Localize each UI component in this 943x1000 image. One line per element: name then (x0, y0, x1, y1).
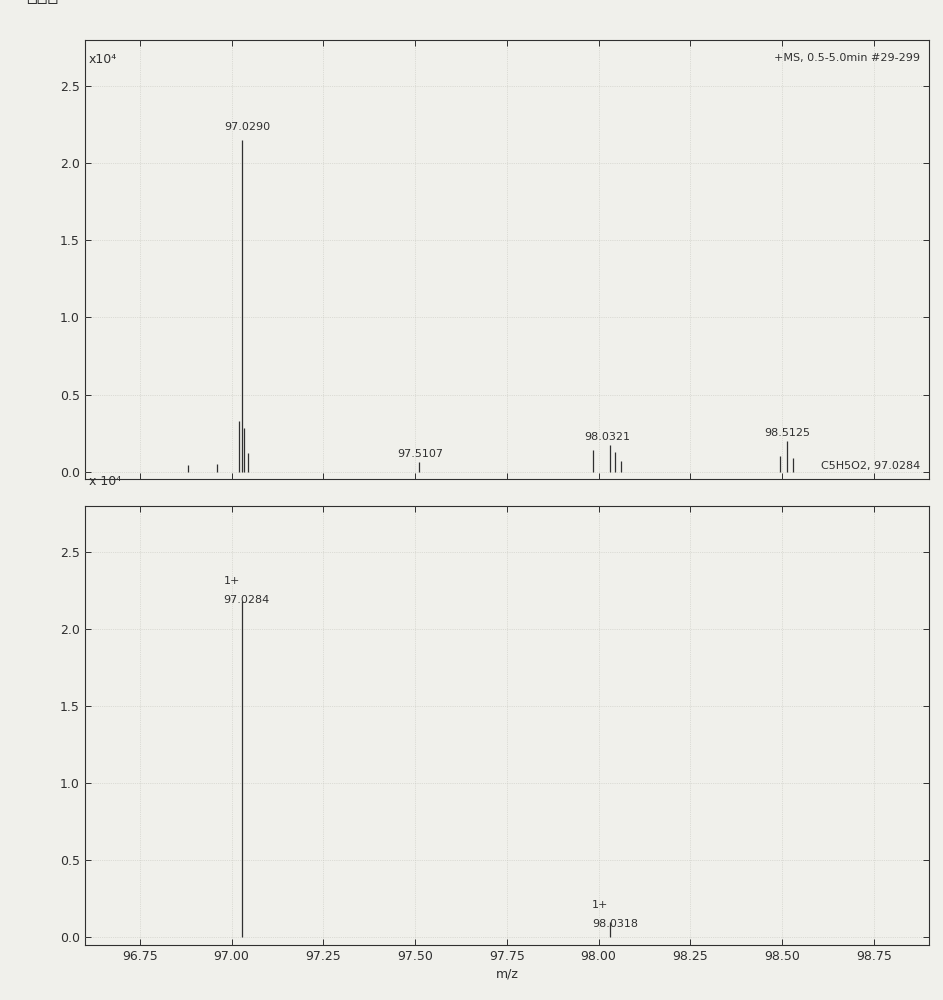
Text: x 10⁴: x 10⁴ (89, 475, 122, 488)
Text: 98.0321: 98.0321 (585, 432, 631, 442)
Text: C5H5O2, 97.0284: C5H5O2, 97.0284 (821, 461, 920, 471)
Text: 98.5125: 98.5125 (765, 428, 811, 438)
Text: 98.0318: 98.0318 (592, 919, 637, 929)
Text: 1+: 1+ (592, 900, 608, 910)
Text: x10⁴: x10⁴ (89, 53, 117, 66)
Text: +MS, 0.5-5.0min #29-299: +MS, 0.5-5.0min #29-299 (774, 53, 920, 63)
Text: 灵敏度: 灵敏度 (25, 0, 58, 5)
X-axis label: m/z: m/z (495, 967, 519, 980)
Text: 97.0290: 97.0290 (223, 122, 270, 132)
Text: 1+: 1+ (223, 576, 240, 586)
Text: 97.0284: 97.0284 (223, 595, 270, 605)
Text: 97.5107: 97.5107 (397, 449, 443, 459)
